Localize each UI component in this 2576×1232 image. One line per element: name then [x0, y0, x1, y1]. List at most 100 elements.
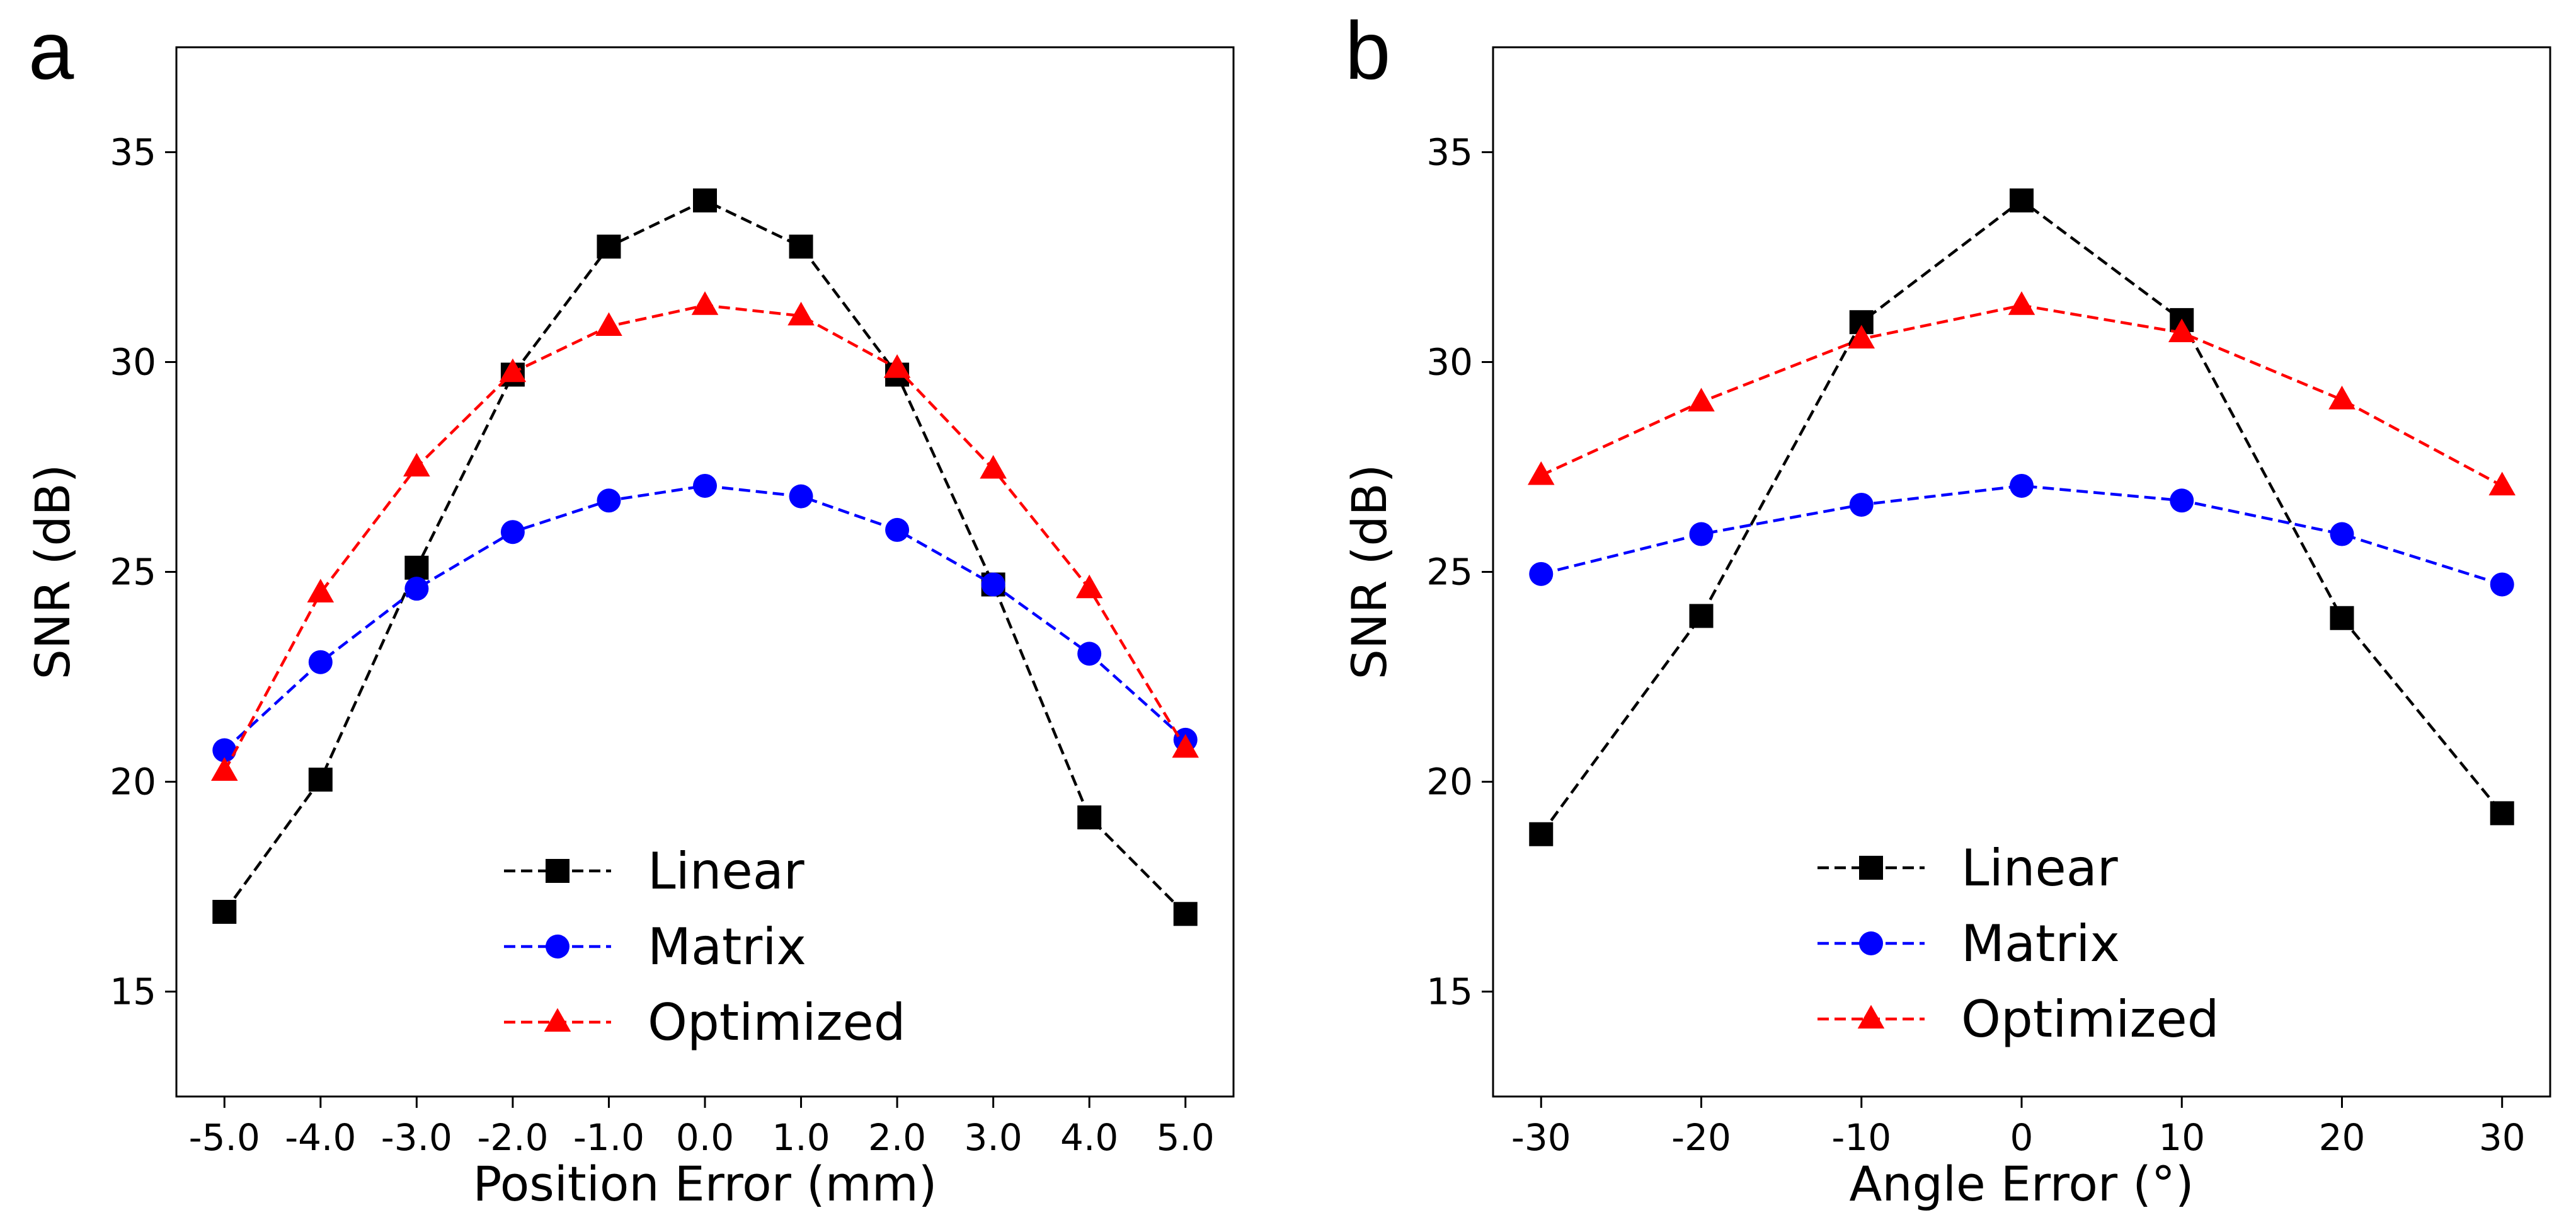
y-tick-label: 15: [1426, 970, 1473, 1013]
data-point-triangle: [2328, 386, 2356, 410]
panel-b: b 15 20 25 30 35 -30 -20 -10 0 10 20 30 Angle Error (…: [1341, 4, 2551, 1212]
y-tick-label: 20: [110, 761, 156, 803]
x-tick-label: 4.0: [1060, 1116, 1118, 1159]
legend-marker: [1859, 931, 1883, 955]
legend: Linear Matrix Optimized: [504, 842, 906, 1052]
legend-label: Matrix: [648, 918, 806, 976]
data-point-square: [1689, 604, 1714, 628]
y-axis-label: SNR (dB): [1341, 464, 1397, 680]
data-point-circle: [404, 577, 429, 601]
legend-label: Linear: [1961, 839, 2118, 897]
y-tick-label: 35: [1426, 131, 1473, 174]
data-point-square: [789, 234, 813, 259]
legend-label: Linear: [648, 842, 804, 901]
data-point-circle: [2330, 522, 2354, 546]
legend-marker: [1859, 856, 1883, 880]
data-point-triangle: [980, 454, 1007, 479]
data-point-triangle: [2488, 471, 2516, 496]
data-point-triangle: [307, 579, 335, 602]
legend: Linear Matrix Optimized: [1818, 839, 2219, 1049]
data-point-triangle: [1075, 574, 1103, 599]
data-point-square: [1529, 822, 1554, 846]
y-tick-label: 25: [110, 551, 156, 594]
x-tick-label: 30: [2479, 1116, 2526, 1159]
series-line: [223, 484, 1187, 752]
data-point-square: [212, 899, 237, 924]
data-point-square: [597, 234, 621, 259]
data-point-circle: [1077, 642, 1102, 666]
data-point-circle: [500, 520, 525, 544]
series-optimized: [210, 291, 1199, 781]
x-tick-label: -10: [1831, 1116, 1891, 1159]
x-axis-label: Position Error (mm): [473, 1156, 937, 1212]
series-linear: [212, 188, 1198, 926]
y-tick-label: 15: [110, 970, 156, 1013]
data-point-triangle: [499, 358, 527, 383]
data-point-square: [308, 768, 333, 792]
data-point-square: [693, 188, 717, 213]
legend-label: Optimized: [648, 993, 906, 1052]
data-point-circle: [693, 473, 717, 498]
y-axis-label: SNR (dB): [25, 464, 81, 680]
data-point-triangle: [210, 757, 238, 781]
data-point-square: [1077, 805, 1102, 830]
y-tick-label: 20: [1426, 761, 1473, 803]
x-tick-label: -3.0: [381, 1116, 452, 1159]
x-tick-label: -1.0: [573, 1116, 644, 1159]
data-point-triangle: [595, 312, 622, 337]
data-point-square: [1173, 902, 1198, 926]
data-point-square: [404, 555, 429, 580]
data-point-circle: [885, 517, 910, 542]
data-point-circle: [981, 572, 1005, 597]
series-linear: [1529, 188, 2514, 846]
data-point-triangle: [1688, 388, 1715, 412]
panel-letter: b: [1345, 4, 1390, 96]
data-point-triangle: [2168, 318, 2195, 343]
y-tick-label: 35: [110, 131, 156, 174]
x-tick-label: 2.0: [868, 1116, 926, 1159]
data-point-triangle: [883, 354, 911, 378]
x-tick-label: -30: [1511, 1116, 1571, 1159]
legend-marker: [1857, 1005, 1885, 1029]
panel-a: a 15 20 25 30 35 -5.0 -4.0 -3.0 -2.0 -1.0 0.0 1.0 2.0…: [25, 4, 1235, 1212]
data-point-triangle: [1527, 461, 1555, 485]
y-tick-label: 30: [110, 341, 156, 384]
x-tick-label: 0.0: [676, 1116, 734, 1159]
x-axis-label: Angle Error (°): [1849, 1156, 2194, 1212]
data-point-circle: [308, 650, 333, 674]
series-optimized: [1527, 291, 2516, 496]
data-point-circle: [1849, 492, 1874, 517]
y-tick-label: 25: [1426, 551, 1473, 594]
data-point-square: [2010, 188, 2034, 213]
x-tick-label: 10: [2158, 1116, 2205, 1159]
legend-label: Optimized: [1961, 990, 2219, 1049]
data-point-circle: [2170, 488, 2194, 513]
data-point-triangle: [2008, 291, 2035, 315]
series-matrix: [1529, 473, 2514, 597]
data-point-circle: [597, 488, 621, 513]
x-tick-label: 1.0: [772, 1116, 830, 1159]
data-point-circle: [2490, 572, 2514, 597]
x-tick-label: -2.0: [477, 1116, 548, 1159]
legend-marker: [546, 859, 570, 883]
data-point-circle: [212, 738, 237, 763]
series-line: [1540, 484, 2503, 586]
x-tick-label: 0: [2010, 1116, 2034, 1159]
legend-marker: [544, 1008, 571, 1032]
panel-letter: a: [28, 4, 74, 96]
legend-marker: [546, 935, 570, 959]
x-tick-label: 20: [2319, 1116, 2366, 1159]
y-tick-label: 30: [1426, 341, 1473, 384]
data-point-square: [2330, 606, 2354, 630]
x-tick-label: -4.0: [285, 1116, 356, 1159]
data-point-circle: [789, 484, 813, 509]
data-point-circle: [2010, 473, 2034, 498]
data-point-triangle: [691, 291, 719, 315]
x-tick-label: -5.0: [189, 1116, 260, 1159]
data-point-square: [2490, 801, 2514, 826]
legend-label: Matrix: [1961, 914, 2120, 973]
data-point-triangle: [1848, 325, 1875, 349]
data-point-triangle: [1172, 734, 1199, 758]
series-line: [1540, 304, 2503, 487]
